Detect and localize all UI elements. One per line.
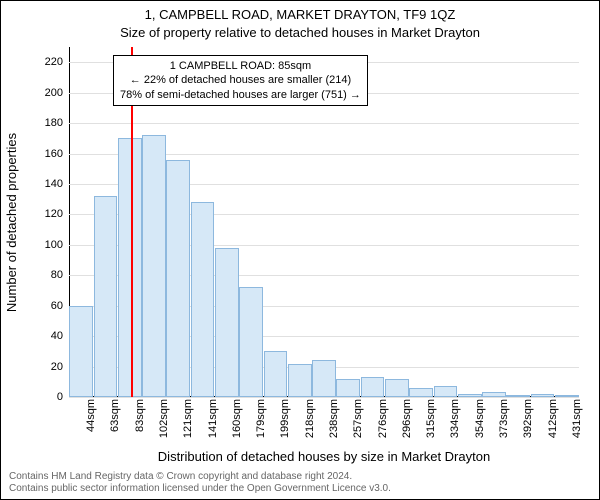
x-tick-label: 412sqm bbox=[547, 399, 559, 438]
y-tick-label: 0 bbox=[33, 391, 63, 403]
chart-title-line1: 1, CAMPBELL ROAD, MARKET DRAYTON, TF9 1Q… bbox=[1, 7, 599, 22]
x-tick-label: 431sqm bbox=[571, 399, 583, 438]
histogram-bar bbox=[215, 248, 239, 397]
histogram-bar bbox=[142, 135, 166, 397]
x-tick-label: 141sqm bbox=[207, 399, 219, 438]
histogram-bar bbox=[239, 287, 263, 397]
footer-line1: Contains HM Land Registry data © Crown c… bbox=[9, 471, 391, 483]
histogram-bar bbox=[458, 394, 482, 397]
gridline bbox=[69, 397, 579, 398]
x-tick-label: 121sqm bbox=[182, 399, 194, 438]
annotation-line2: ← 22% of detached houses are smaller (21… bbox=[120, 73, 361, 87]
histogram-bar bbox=[264, 351, 288, 397]
annotation-line1: 1 CAMPBELL ROAD: 85sqm bbox=[120, 59, 361, 73]
x-axis-label: Distribution of detached houses by size … bbox=[69, 449, 579, 464]
y-tick-label: 220 bbox=[33, 56, 63, 68]
x-tick-label: 179sqm bbox=[255, 399, 267, 438]
histogram-bar bbox=[94, 196, 118, 397]
x-tick-label: 257sqm bbox=[352, 399, 364, 438]
x-tick-label: 83sqm bbox=[134, 399, 146, 432]
y-tick-label: 20 bbox=[33, 361, 63, 373]
x-tick-label: 102sqm bbox=[158, 399, 170, 438]
gridline bbox=[69, 123, 579, 124]
y-tick-label: 100 bbox=[33, 239, 63, 251]
y-tick-label: 200 bbox=[33, 87, 63, 99]
annotation-line3: 78% of semi-detached houses are larger (… bbox=[120, 88, 361, 102]
histogram-bar bbox=[531, 394, 555, 397]
y-axis-label: Number of detached properties bbox=[5, 47, 19, 397]
x-tick-label: 392sqm bbox=[522, 399, 534, 438]
x-tick-label: 354sqm bbox=[474, 399, 486, 438]
histogram-bar bbox=[361, 377, 385, 397]
y-tick-label: 140 bbox=[33, 178, 63, 190]
x-tick-label: 238sqm bbox=[328, 399, 340, 438]
x-tick-label: 296sqm bbox=[401, 399, 413, 438]
x-tick-label: 63sqm bbox=[109, 399, 121, 432]
footer-line2: Contains public sector information licen… bbox=[9, 483, 391, 495]
histogram-bar bbox=[312, 360, 336, 397]
histogram-bar bbox=[336, 379, 360, 397]
annotation-box: 1 CAMPBELL ROAD: 85sqm← 22% of detached … bbox=[113, 55, 368, 106]
histogram-bar bbox=[288, 364, 312, 397]
x-tick-label: 315sqm bbox=[425, 399, 437, 438]
y-tick-label: 160 bbox=[33, 148, 63, 160]
y-tick-label: 80 bbox=[33, 269, 63, 281]
y-tick-label: 40 bbox=[33, 330, 63, 342]
x-tick-label: 199sqm bbox=[279, 399, 291, 438]
histogram-bar bbox=[434, 386, 458, 397]
x-tick-label: 276sqm bbox=[377, 399, 389, 438]
x-tick-label: 334sqm bbox=[449, 399, 461, 438]
chart-title-line2: Size of property relative to detached ho… bbox=[1, 25, 599, 40]
histogram-bar bbox=[118, 138, 142, 397]
plot-area: 1 CAMPBELL ROAD: 85sqm← 22% of detached … bbox=[69, 47, 579, 397]
chart-container: 1, CAMPBELL ROAD, MARKET DRAYTON, TF9 1Q… bbox=[0, 0, 600, 500]
histogram-bar bbox=[166, 160, 190, 397]
x-tick-label: 160sqm bbox=[231, 399, 243, 438]
histogram-bar bbox=[555, 395, 579, 397]
histogram-bar bbox=[482, 392, 506, 397]
x-tick-label: 218sqm bbox=[304, 399, 316, 438]
y-tick-label: 120 bbox=[33, 208, 63, 220]
footer-attribution: Contains HM Land Registry data © Crown c… bbox=[9, 471, 391, 495]
histogram-bar bbox=[506, 395, 530, 397]
x-tick-label: 373sqm bbox=[498, 399, 510, 438]
histogram-bar bbox=[191, 202, 215, 397]
y-tick-label: 60 bbox=[33, 300, 63, 312]
y-tick-label: 180 bbox=[33, 117, 63, 129]
histogram-bar bbox=[385, 379, 409, 397]
histogram-bar bbox=[409, 388, 433, 397]
histogram-bar bbox=[69, 306, 93, 397]
x-tick-label: 44sqm bbox=[85, 399, 97, 432]
